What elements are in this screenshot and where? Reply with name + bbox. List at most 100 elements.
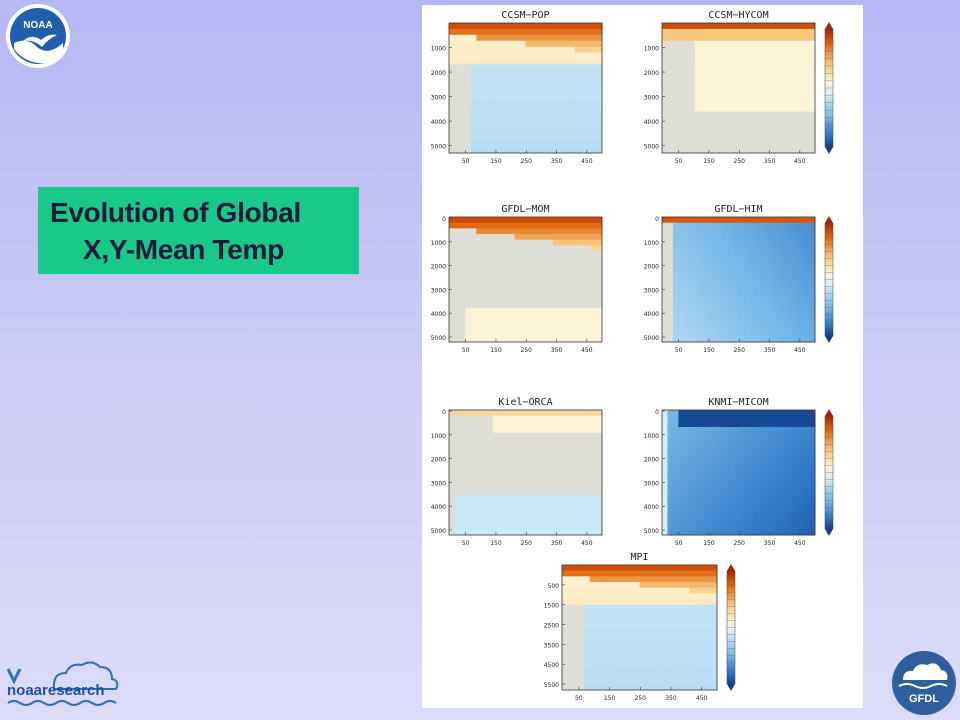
heatmap-cell bbox=[530, 273, 537, 280]
heatmap-cell bbox=[743, 239, 750, 246]
heatmap-cell bbox=[804, 489, 810, 496]
heatmap-cell bbox=[743, 93, 750, 101]
heatmap-cell bbox=[569, 46, 576, 53]
heatmap-cell bbox=[793, 324, 799, 332]
heatmap-cell bbox=[700, 34, 707, 42]
heatmap-cell bbox=[509, 296, 515, 303]
heatmap-cell bbox=[776, 523, 783, 530]
heatmap-cell bbox=[727, 141, 734, 148]
heatmap-cell bbox=[487, 500, 494, 507]
heatmap-cell bbox=[705, 262, 712, 269]
heatmap-cell bbox=[722, 117, 728, 124]
heatmap-cell bbox=[454, 330, 461, 337]
heatmap-cell bbox=[749, 444, 756, 451]
heatmap-cell bbox=[771, 262, 778, 269]
panel-frame bbox=[448, 22, 603, 154]
heatmap-cell bbox=[711, 228, 718, 235]
heatmap-cell bbox=[754, 129, 761, 136]
heatmap-cell bbox=[749, 234, 756, 241]
heatmap-cell bbox=[809, 319, 816, 326]
heatmap-cell bbox=[804, 483, 810, 490]
heatmap-cell bbox=[547, 330, 554, 337]
heatmap-cell bbox=[754, 410, 761, 417]
heatmap-cell bbox=[683, 599, 690, 606]
heatmap-cell bbox=[694, 234, 701, 241]
heatmap-cell bbox=[694, 141, 701, 148]
heatmap-cell bbox=[694, 117, 701, 124]
heatmap-cell bbox=[705, 421, 712, 428]
heatmap-cell bbox=[470, 432, 477, 439]
heatmap-cell bbox=[733, 234, 739, 241]
heatmap-cell bbox=[667, 638, 674, 645]
heatmap-cell bbox=[547, 432, 554, 439]
heatmap-cell bbox=[520, 421, 526, 428]
heatmap-cell bbox=[580, 290, 586, 297]
heatmap-cell bbox=[711, 46, 718, 53]
heatmap-cell bbox=[611, 616, 618, 623]
heatmap-cell bbox=[798, 529, 805, 536]
heatmap-cell bbox=[711, 245, 718, 252]
heatmap-cell bbox=[645, 661, 651, 668]
heatmap-cell bbox=[705, 621, 712, 628]
heatmap-cell bbox=[662, 427, 668, 434]
heatmap-cell bbox=[716, 88, 723, 95]
heatmap-cell bbox=[771, 483, 778, 490]
heatmap-cell bbox=[787, 330, 794, 337]
heatmap-cell bbox=[782, 129, 789, 136]
heatmap-cell bbox=[771, 28, 778, 36]
x-tick-label: 350 bbox=[764, 347, 776, 354]
heatmap-cell bbox=[465, 330, 472, 337]
heatmap-cell bbox=[481, 117, 488, 124]
heatmap-cell bbox=[793, 256, 799, 263]
heatmap-cell bbox=[694, 438, 701, 445]
heatmap-cell bbox=[656, 644, 663, 651]
heatmap-cell bbox=[689, 455, 696, 462]
heatmap-cell bbox=[672, 570, 679, 577]
heatmap-cell bbox=[694, 523, 701, 530]
heatmap-cell bbox=[727, 336, 734, 343]
heatmap-cell bbox=[520, 483, 526, 490]
heatmap-cell bbox=[787, 523, 794, 530]
heatmap-cell bbox=[596, 489, 603, 496]
heatmap-cell bbox=[743, 290, 750, 297]
heatmap-cell bbox=[476, 234, 483, 241]
heatmap-cell bbox=[595, 582, 602, 589]
heatmap-cell bbox=[787, 336, 794, 343]
heatmap-cell bbox=[633, 565, 640, 572]
heatmap-cell bbox=[541, 251, 548, 258]
heatmap-cell bbox=[754, 273, 761, 280]
heatmap-cell bbox=[705, 415, 712, 422]
heatmap-cell bbox=[722, 99, 728, 107]
heatmap-cell bbox=[541, 296, 548, 303]
heatmap-cell bbox=[738, 495, 745, 502]
heatmap-cell bbox=[743, 245, 750, 252]
heatmap-cell bbox=[771, 438, 778, 445]
heatmap-cell bbox=[749, 147, 756, 154]
heatmap-cell bbox=[563, 415, 570, 422]
heatmap-cell bbox=[711, 40, 718, 48]
heatmap-cell bbox=[711, 661, 718, 668]
heatmap-cell bbox=[765, 517, 772, 525]
heatmap-cell bbox=[552, 302, 559, 309]
x-tick-label: 350 bbox=[764, 540, 776, 547]
heatmap-cell bbox=[727, 239, 734, 246]
heatmap-cell bbox=[514, 117, 521, 124]
heatmap-cell bbox=[672, 650, 679, 657]
heatmap-cell bbox=[743, 296, 750, 303]
heatmap-cell bbox=[662, 70, 668, 77]
heatmap-cell bbox=[520, 307, 526, 314]
heatmap-cell bbox=[711, 483, 718, 490]
heatmap-cell bbox=[683, 678, 690, 685]
heatmap-cell bbox=[558, 52, 565, 59]
heatmap-cell bbox=[798, 234, 805, 241]
heatmap-cell bbox=[722, 523, 728, 530]
heatmap-cell bbox=[465, 472, 472, 479]
heatmap-cell bbox=[580, 234, 586, 241]
heatmap-cell bbox=[580, 123, 586, 130]
heatmap-cell bbox=[476, 141, 483, 148]
heatmap-cell bbox=[628, 599, 635, 606]
heatmap-cell bbox=[569, 82, 576, 89]
heatmap-cell bbox=[465, 58, 472, 65]
heatmap-cell bbox=[683, 319, 690, 326]
heatmap-cell bbox=[514, 415, 521, 422]
